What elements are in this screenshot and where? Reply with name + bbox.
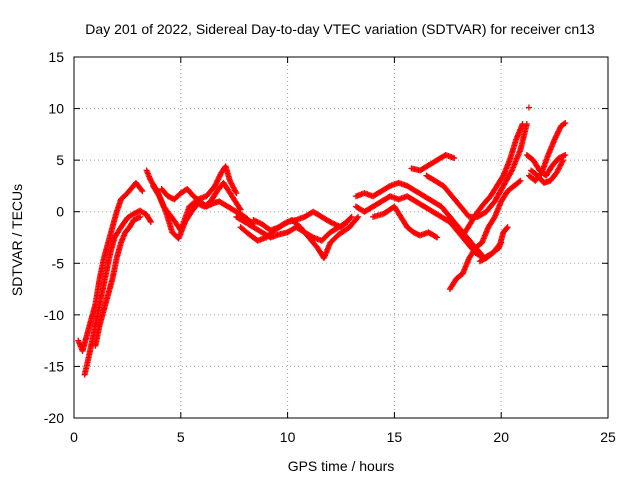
data-point: [503, 225, 510, 232]
series-track-a: [75, 179, 146, 354]
data-point: [347, 214, 354, 221]
y-tick-label: 10: [48, 101, 64, 117]
x-tick-label: 10: [280, 429, 296, 445]
chart-title: Day 201 of 2022, Sidereal Day-to-day VTE…: [85, 21, 595, 37]
series-track-e: [150, 179, 244, 242]
series-track-c: [92, 213, 144, 349]
data-point: [139, 188, 146, 195]
y-tick-label: -15: [44, 358, 64, 374]
series-track-f: [158, 186, 257, 228]
series-track-l: [370, 203, 441, 241]
data-point: [432, 233, 439, 240]
series-outlier: [525, 104, 532, 111]
x-tick-label: 5: [177, 429, 185, 445]
series-track-k: [352, 193, 505, 262]
data-point: [517, 177, 524, 184]
series-track-o: [446, 177, 524, 293]
data-point: [138, 186, 145, 193]
grid-lines: [74, 57, 608, 418]
y-axis-label: SDTVAR / TECUs: [9, 184, 25, 296]
plot-frame: [73, 56, 609, 419]
y-tick-label: 0: [56, 204, 64, 220]
data-point: [236, 205, 243, 212]
series-track-b: [81, 207, 154, 378]
y-tick-label: -10: [44, 307, 64, 323]
x-tick-label: 25: [600, 429, 616, 445]
data-point: [561, 120, 568, 127]
data-point: [451, 155, 458, 162]
x-axis-label: GPS time / hours: [288, 458, 395, 474]
y-tick-label: 5: [56, 152, 64, 168]
data-point: [434, 234, 441, 241]
axis-ticks: 0 5 10 15 20 25 -20 -15 -10 -5 0 5 10 15: [44, 49, 616, 445]
data-point: [525, 104, 532, 111]
data-point: [519, 121, 526, 128]
data-point: [504, 224, 511, 231]
data-point: [348, 213, 355, 220]
data-point: [147, 219, 154, 226]
x-tick-label: 20: [493, 429, 509, 445]
data-point: [560, 157, 567, 164]
y-tick-label: -20: [44, 410, 64, 426]
y-tick-label: -5: [52, 255, 65, 271]
series-track-m: [408, 151, 458, 174]
data-point: [562, 151, 569, 158]
series-track-q: [476, 224, 511, 265]
data-point: [233, 190, 240, 197]
series-track-p: [461, 121, 526, 236]
data-point: [516, 178, 523, 185]
y-tick-label: 15: [48, 49, 64, 65]
data-point: [562, 120, 569, 127]
x-tick-label: 15: [387, 429, 403, 445]
series-track-d: [143, 163, 240, 234]
series-track-n: [423, 121, 530, 220]
data-point: [508, 168, 515, 175]
data-point: [147, 217, 154, 224]
data-point: [355, 213, 362, 220]
data-point: [354, 215, 361, 222]
x-tick-label: 0: [70, 429, 78, 445]
series-track-j: [352, 179, 485, 259]
data-point: [137, 213, 144, 220]
data-marks: [75, 104, 569, 378]
series-track-t: [528, 157, 567, 186]
series-track-i: [250, 208, 355, 234]
